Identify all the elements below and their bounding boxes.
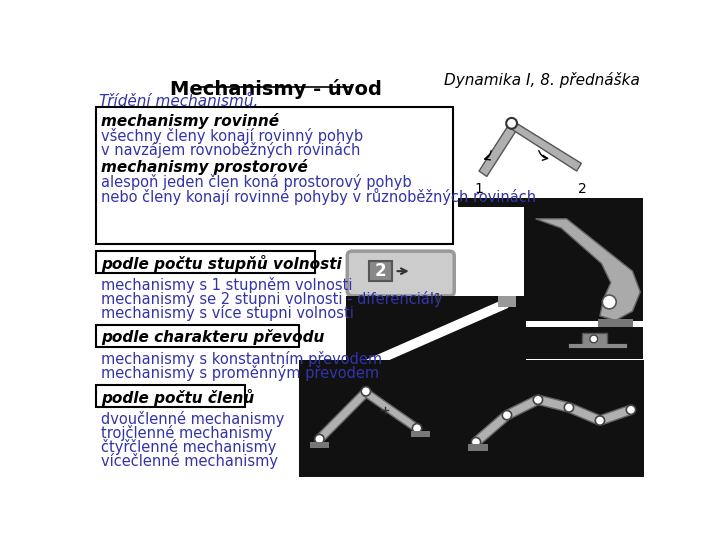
Text: trojčlenné mechanismy: trojčlenné mechanismy xyxy=(101,425,273,441)
Circle shape xyxy=(602,295,616,309)
FancyArrowPatch shape xyxy=(539,151,548,160)
Text: podle charakteru převodu: podle charakteru převodu xyxy=(101,329,324,345)
Circle shape xyxy=(361,387,371,396)
Text: 1: 1 xyxy=(474,182,484,196)
Polygon shape xyxy=(364,389,419,432)
Circle shape xyxy=(590,335,598,343)
Text: podle počtu stupňů volnosti: podle počtu stupňů volnosti xyxy=(101,255,341,272)
Text: 2: 2 xyxy=(375,262,387,280)
Text: mechanismy s proměnným převodem: mechanismy s proměnným převodem xyxy=(101,365,379,381)
Text: podle počtu členů: podle počtu členů xyxy=(101,389,254,406)
Text: 1: 1 xyxy=(433,292,441,305)
Text: vícečlenné mechanismy: vícečlenné mechanismy xyxy=(101,453,278,469)
Text: mechanismy se 2 stupni volnosti - diferenciály: mechanismy se 2 stupni volnosti - difere… xyxy=(101,291,443,307)
Text: Dynamika I, 8. přednáška: Dynamika I, 8. přednáška xyxy=(444,72,640,89)
FancyBboxPatch shape xyxy=(347,251,454,296)
FancyBboxPatch shape xyxy=(96,325,300,347)
FancyBboxPatch shape xyxy=(369,261,392,281)
Polygon shape xyxy=(473,411,510,446)
FancyArrowPatch shape xyxy=(485,151,491,160)
Text: v navzájem rovnoběžných rovinách: v navzájem rovnoběžných rovinách xyxy=(101,142,360,158)
Circle shape xyxy=(377,402,392,417)
Text: Mechanismy - úvod: Mechanismy - úvod xyxy=(170,79,382,99)
Polygon shape xyxy=(505,396,540,419)
Polygon shape xyxy=(567,403,602,425)
Polygon shape xyxy=(352,300,508,374)
Text: mechanismy rovinné: mechanismy rovinné xyxy=(101,112,279,129)
FancyBboxPatch shape xyxy=(468,444,487,450)
FancyBboxPatch shape xyxy=(300,360,461,477)
FancyBboxPatch shape xyxy=(598,319,632,327)
Polygon shape xyxy=(479,120,519,177)
Text: mechanismy s 1 stupněm volnosti: mechanismy s 1 stupněm volnosti xyxy=(101,278,352,293)
FancyBboxPatch shape xyxy=(346,379,423,441)
FancyBboxPatch shape xyxy=(524,207,642,321)
Circle shape xyxy=(534,395,543,404)
Circle shape xyxy=(351,366,361,375)
Polygon shape xyxy=(316,387,372,442)
Text: čtyřčlenné mechanismy: čtyřčlenné mechanismy xyxy=(101,439,276,455)
FancyBboxPatch shape xyxy=(458,107,642,200)
FancyBboxPatch shape xyxy=(458,198,642,207)
FancyBboxPatch shape xyxy=(411,430,431,437)
Polygon shape xyxy=(506,120,581,171)
FancyBboxPatch shape xyxy=(498,296,516,307)
Text: mechanismy s více stupni volnosti: mechanismy s více stupni volnosti xyxy=(101,305,354,321)
Text: alespoň jeden člen koná prostorový pohyb: alespoň jeden člen koná prostorový pohyb xyxy=(101,174,411,190)
FancyBboxPatch shape xyxy=(524,327,642,359)
Circle shape xyxy=(413,423,422,433)
Polygon shape xyxy=(537,395,570,412)
FancyBboxPatch shape xyxy=(96,107,453,244)
Circle shape xyxy=(626,405,636,414)
FancyBboxPatch shape xyxy=(96,251,315,273)
FancyBboxPatch shape xyxy=(582,333,607,345)
Text: mechanismy prostorové: mechanismy prostorové xyxy=(101,159,307,175)
Text: nebo členy konají rovinné pohyby v různoběžných rovinách: nebo členy konají rovinné pohyby v různo… xyxy=(101,188,536,205)
FancyBboxPatch shape xyxy=(461,360,644,477)
Circle shape xyxy=(315,434,324,444)
FancyBboxPatch shape xyxy=(346,251,461,298)
Text: dvoučlenné mechanismy: dvoučlenné mechanismy xyxy=(101,411,284,427)
Circle shape xyxy=(564,403,574,412)
Circle shape xyxy=(595,416,605,425)
Circle shape xyxy=(363,388,406,431)
Text: Třídění mechanismů.: Třídění mechanismů. xyxy=(99,94,258,109)
Polygon shape xyxy=(598,406,632,425)
Circle shape xyxy=(503,410,512,420)
Circle shape xyxy=(506,118,517,129)
FancyBboxPatch shape xyxy=(346,296,526,381)
Text: 2: 2 xyxy=(577,182,587,196)
Polygon shape xyxy=(536,219,640,320)
FancyBboxPatch shape xyxy=(310,442,330,448)
Text: všechny členy konají rovinný pohyb: všechny členy konají rovinný pohyb xyxy=(101,128,363,144)
FancyBboxPatch shape xyxy=(96,385,245,407)
Circle shape xyxy=(472,437,481,447)
Text: mechanismy s konstantním převodem: mechanismy s konstantním převodem xyxy=(101,351,382,367)
